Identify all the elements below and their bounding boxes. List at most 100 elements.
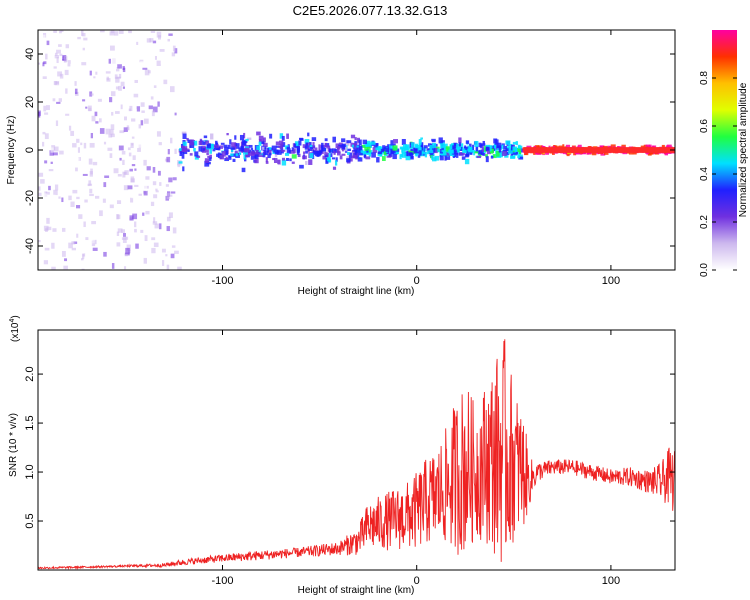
heatmap-cell: [473, 150, 476, 156]
heatmap-cell: [293, 143, 296, 148]
heatmap-cell: [339, 155, 343, 160]
heatmap-cell: [281, 135, 285, 141]
heatmap-cell: [156, 131, 161, 137]
heatmap-cell: [61, 250, 66, 257]
heatmap-cell: [170, 191, 176, 194]
y-tick-label: 20: [24, 96, 36, 108]
heatmap-cell: [129, 168, 133, 172]
heatmap-cell: [419, 152, 425, 157]
heatmap-cell: [110, 91, 116, 97]
heatmap-cell: [109, 97, 113, 103]
heatmap-cell: [352, 143, 357, 148]
heatmap-cell: [166, 216, 171, 222]
heatmap-cell: [234, 135, 237, 140]
heatmap-cell: [95, 117, 100, 124]
heatmap-cell: [105, 128, 111, 135]
heatmap-cell: [90, 83, 93, 88]
heatmap-cell: [115, 86, 120, 90]
heatmap-cell: [330, 153, 333, 158]
heatmap-cell: [413, 147, 419, 154]
heatmap-cell: [405, 156, 411, 161]
heatmap-cell: [150, 96, 154, 100]
heatmap-cell: [280, 149, 286, 152]
heatmap-cell: [223, 144, 228, 148]
heatmap-cell: [53, 66, 57, 69]
heatmap-cell: [359, 145, 363, 151]
heatmap-cell: [375, 145, 378, 151]
heatmap-cell: [402, 152, 407, 158]
heatmap-cell: [121, 229, 125, 233]
heatmap-cell: [45, 191, 50, 195]
heatmap-cell: [168, 212, 173, 218]
heatmap-cell: [166, 264, 170, 270]
heatmap-cell: [440, 142, 445, 149]
heatmap-cell: [181, 131, 187, 135]
heatmap-cell: [130, 178, 135, 183]
heatmap-cell: [396, 148, 400, 152]
heatmap-cell: [57, 212, 61, 218]
heatmap-cell: [469, 152, 473, 155]
heatmap-cell: [71, 126, 76, 130]
chart-title: C2E5.2026.077.13.32.G13: [293, 3, 448, 18]
heatmap-cell: [38, 111, 41, 118]
heatmap-cell: [371, 141, 376, 145]
heatmap-cell: [172, 227, 177, 234]
heatmap-cell: [356, 147, 361, 153]
heatmap-cell: [289, 158, 292, 162]
heatmap-cell: [346, 148, 351, 151]
heatmap-cell: [122, 237, 127, 243]
colorbar-label: Normalized spectral amplitude: [738, 82, 749, 217]
heatmap-cell: [376, 157, 380, 163]
heatmap-cell: [446, 151, 450, 156]
heatmap-cell: [54, 184, 59, 191]
colorbar-ticks: 0.0 0.2 0.4 0.6 0.8: [699, 71, 737, 277]
heatmap-cell: [181, 153, 185, 159]
heatmap-cell: [217, 152, 221, 159]
heatmap-cell: [262, 146, 265, 150]
heatmap-cell: [472, 144, 475, 150]
heatmap-cell: [134, 221, 137, 228]
heatmap-cell: [256, 131, 261, 136]
heatmap-cell: [38, 186, 41, 191]
heatmap-cell: [505, 148, 509, 152]
heatmap-cell: [75, 199, 80, 205]
heatmap-cell: [152, 40, 157, 44]
heatmap-cell: [278, 145, 281, 148]
heatmap-cell: [480, 143, 486, 147]
heatmap-cell: [382, 145, 386, 152]
heatmap-cell: [52, 228, 57, 232]
heatmap-cell: [408, 150, 413, 154]
heatmap-cell: [53, 146, 59, 152]
heatmap-cell: [59, 73, 64, 79]
heatmap-cell: [511, 152, 517, 155]
heatmap-cell: [324, 154, 328, 158]
heatmap-cell: [126, 127, 130, 131]
heatmap-cell: [221, 151, 226, 157]
heatmap-cell: [88, 180, 92, 186]
heatmap-cell: [123, 266, 127, 270]
heatmap-cell: [274, 152, 278, 157]
heatmap-cell: [343, 146, 348, 152]
heatmap-cell: [85, 106, 88, 109]
heatmap-cell: [393, 139, 398, 144]
heatmap-cell: [110, 124, 115, 130]
heatmap-cell: [488, 145, 493, 149]
heatmap-cell: [304, 145, 310, 150]
heatmap-cell: [518, 144, 521, 149]
heatmap-cell: [317, 151, 321, 157]
heatmap-cell: [346, 140, 352, 144]
heatmap-cell: [171, 52, 176, 57]
heatmap-cell: [368, 151, 372, 157]
heatmap-cell: [76, 256, 80, 262]
heatmap-cell: [129, 105, 133, 112]
heatmap-cell: [418, 139, 422, 145]
heatmap-cell: [308, 148, 312, 152]
heatmap-cell: [336, 147, 340, 152]
heatmap-cell: [178, 161, 183, 164]
heatmap-cell: [122, 171, 126, 178]
heatmap-cell: [357, 157, 363, 162]
heatmap-cell: [427, 150, 430, 155]
heatmap-cell: [383, 149, 387, 156]
heatmap-cell: [182, 133, 187, 140]
heatmap-cell: [89, 70, 92, 76]
